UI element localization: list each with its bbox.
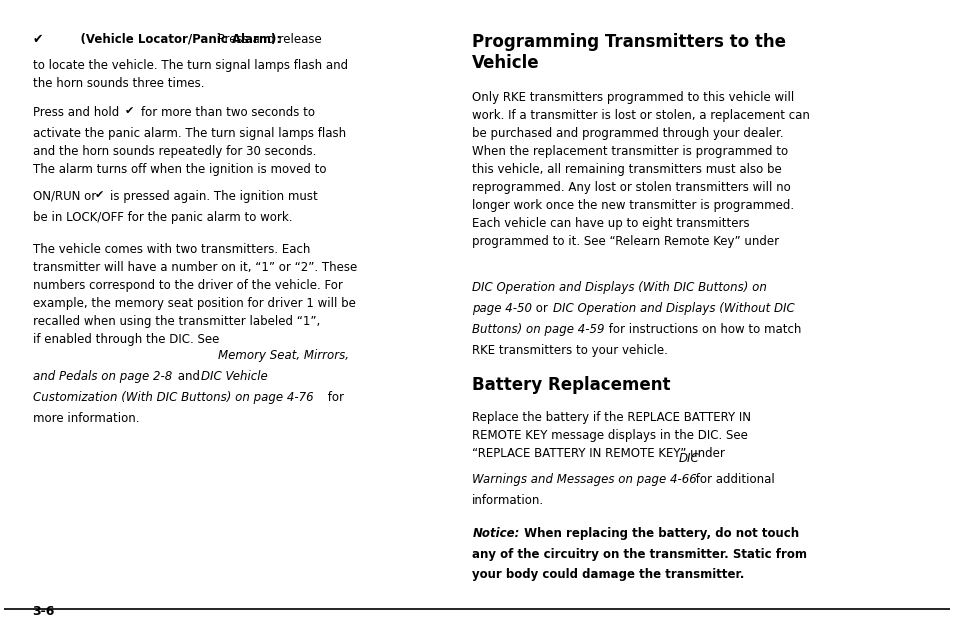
Text: When replacing the battery, do not touch: When replacing the battery, do not touch	[519, 527, 798, 540]
Text: for instructions on how to match: for instructions on how to match	[604, 323, 801, 336]
Text: is pressed again. The ignition must: is pressed again. The ignition must	[110, 190, 317, 203]
Text: Customization (With DIC Buttons) on page 4-76: Customization (With DIC Buttons) on page…	[32, 391, 313, 404]
Text: ✔: ✔	[125, 106, 134, 116]
Text: RKE transmitters to your vehicle.: RKE transmitters to your vehicle.	[472, 343, 667, 357]
Text: ON/RUN or: ON/RUN or	[32, 190, 95, 203]
Text: Notice:: Notice:	[472, 527, 519, 540]
Text: Replace the battery if the REPLACE BATTERY IN
REMOTE KEY message displays in the: Replace the battery if the REPLACE BATTE…	[472, 411, 750, 460]
Text: for: for	[323, 391, 343, 404]
Text: more information.: more information.	[32, 412, 139, 424]
Text: information.: information.	[472, 494, 544, 507]
Text: DIC: DIC	[678, 452, 699, 466]
Text: Programming Transmitters to the
Vehicle: Programming Transmitters to the Vehicle	[472, 33, 785, 72]
Text: be in LOCK/OFF for the panic alarm to work.: be in LOCK/OFF for the panic alarm to wo…	[32, 211, 292, 224]
Text: for additional: for additional	[691, 473, 774, 486]
Text: Only RKE transmitters programmed to this vehicle will
work. If a transmitter is : Only RKE transmitters programmed to this…	[472, 91, 809, 248]
Text: DIC Vehicle: DIC Vehicle	[201, 370, 268, 383]
Text: Buttons) on page 4-59: Buttons) on page 4-59	[472, 323, 604, 336]
Text: and: and	[174, 370, 204, 383]
Text: Battery Replacement: Battery Replacement	[472, 376, 670, 394]
Text: to locate the vehicle. The turn signal lamps flash and
the horn sounds three tim: to locate the vehicle. The turn signal l…	[32, 59, 347, 90]
Text: for more than two seconds to: for more than two seconds to	[141, 106, 314, 119]
Text: Press and hold: Press and hold	[32, 106, 119, 119]
Text: your body could damage the transmitter.: your body could damage the transmitter.	[472, 568, 744, 581]
Text: ✔: ✔	[95, 190, 104, 200]
Text: activate the panic alarm. The turn signal lamps flash
and the horn sounds repeat: activate the panic alarm. The turn signa…	[32, 127, 345, 176]
Text: ✔: ✔	[32, 33, 43, 45]
Text: or: or	[531, 302, 551, 315]
Text: Memory Seat, Mirrors,: Memory Seat, Mirrors,	[217, 349, 349, 362]
Text: Press and release: Press and release	[213, 33, 321, 45]
Text: Warnings and Messages on page 4-66: Warnings and Messages on page 4-66	[472, 473, 697, 486]
Text: any of the circuitry on the transmitter. Static from: any of the circuitry on the transmitter.…	[472, 547, 806, 561]
Text: page 4-50: page 4-50	[472, 302, 532, 315]
Text: DIC Operation and Displays (With DIC Buttons) on: DIC Operation and Displays (With DIC But…	[472, 281, 766, 294]
Text: DIC Operation and Displays (Without DIC: DIC Operation and Displays (Without DIC	[552, 302, 794, 315]
Text: (Vehicle Locator/Panic Alarm):: (Vehicle Locator/Panic Alarm):	[32, 33, 280, 45]
Text: 3-6: 3-6	[32, 605, 55, 618]
Text: The vehicle comes with two transmitters. Each
transmitter will have a number on : The vehicle comes with two transmitters.…	[32, 244, 356, 346]
Text: and Pedals on page 2-8: and Pedals on page 2-8	[32, 370, 172, 383]
